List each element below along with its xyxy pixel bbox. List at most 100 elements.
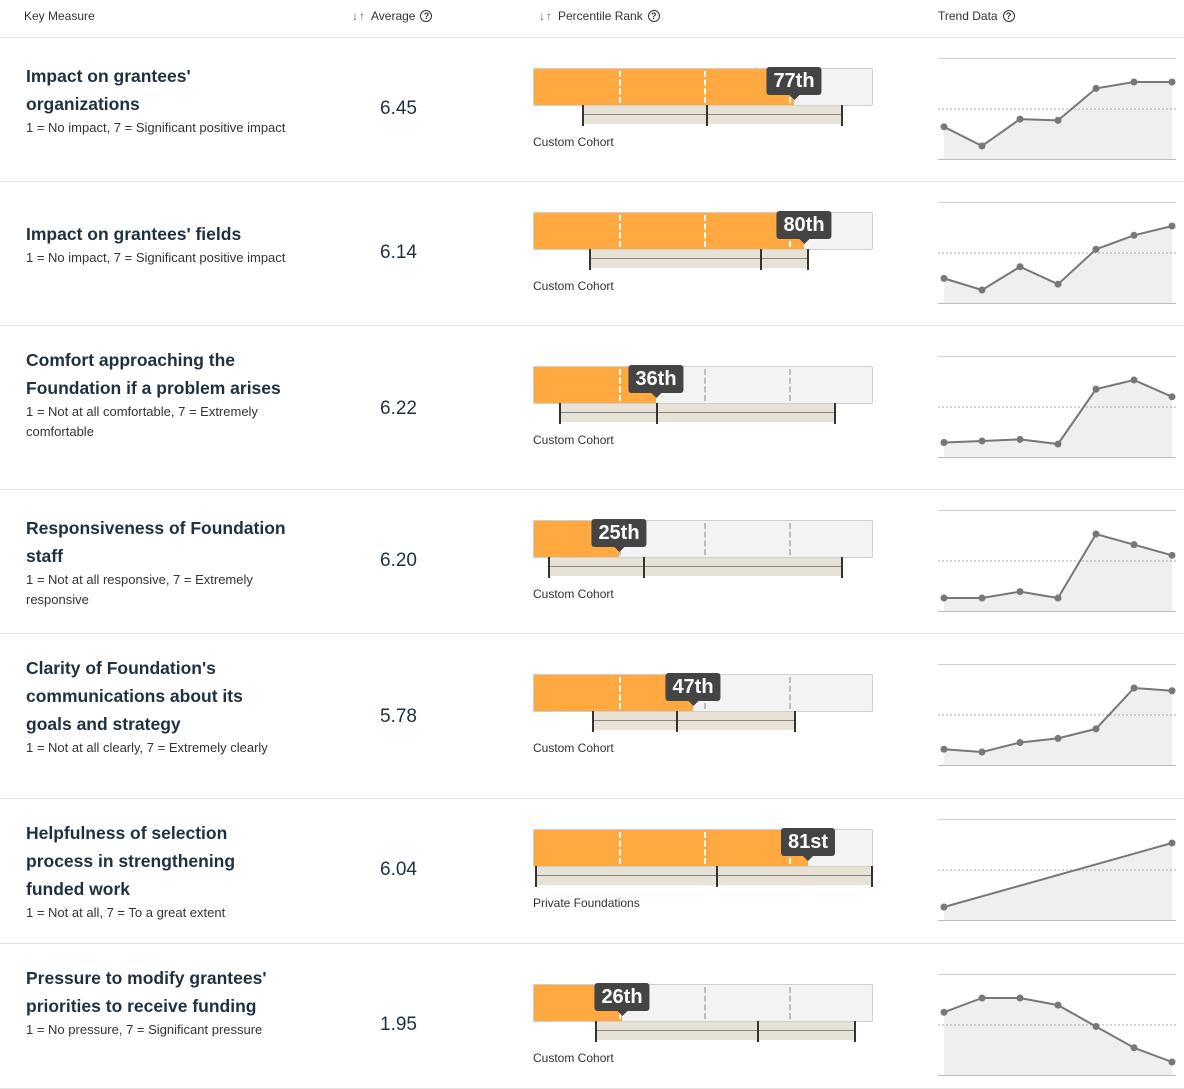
trend-chart[interactable] xyxy=(938,356,1176,458)
cohort-max-tick xyxy=(834,403,837,424)
key-measure-cell: Pressure to modify grantees' priorities … xyxy=(26,964,286,1040)
percentile-bar[interactable]: 47th xyxy=(533,673,873,712)
trend-area xyxy=(944,226,1172,303)
table-row: Impact on grantees' organizations 1 = No… xyxy=(0,38,1184,182)
trend-chart[interactable] xyxy=(938,510,1176,612)
percentile-bar[interactable]: 77th xyxy=(533,67,873,106)
header-key-measure[interactable]: Key Measure xyxy=(24,9,95,23)
percentile-rank-badge: 36th xyxy=(628,365,684,398)
sort-arrows-icon[interactable]: ↓↑ xyxy=(539,9,553,23)
trend-point xyxy=(1168,222,1176,230)
cohort-range xyxy=(595,1021,857,1042)
measure-title: Clarity of Foundation's communications a… xyxy=(26,658,243,734)
percentile-bar[interactable]: 36th xyxy=(533,365,873,404)
trend-point xyxy=(1054,594,1062,602)
help-icon[interactable]: ? xyxy=(647,10,660,22)
trend-point xyxy=(1168,78,1176,86)
percentile-rank-badge: 77th xyxy=(766,67,822,100)
trend-point xyxy=(978,748,986,756)
header-trend-data-label: Trend Data xyxy=(938,9,998,23)
trend-point xyxy=(1016,588,1024,596)
trend-area xyxy=(944,998,1172,1075)
cohort-max-tick xyxy=(840,557,843,578)
average-value: 6.14 xyxy=(380,242,417,263)
key-measure-cell: Impact on grantees' fields 1 = No impact… xyxy=(26,220,286,268)
cohort-label: Custom Cohort xyxy=(533,279,614,293)
table-row: Responsiveness of Foundation staff 1 = N… xyxy=(0,490,1184,634)
trend-point xyxy=(940,903,948,911)
measure-scale: 1 = No impact, 7 = Significant positive … xyxy=(26,120,286,135)
trend-area xyxy=(944,534,1172,611)
percentile-bar[interactable]: 25th xyxy=(533,519,873,558)
cohort-min-tick xyxy=(582,105,585,126)
trend-point xyxy=(1054,116,1062,124)
table-row: Comfort approaching the Foundation if a … xyxy=(0,326,1184,490)
quartile-divider xyxy=(619,832,621,864)
trend-point xyxy=(1092,1022,1100,1030)
help-icon[interactable]: ? xyxy=(1002,10,1015,22)
trend-area xyxy=(944,843,1172,920)
cohort-min-tick xyxy=(592,711,595,732)
trend-point xyxy=(978,437,986,445)
trend-point xyxy=(1016,435,1024,443)
key-measure-cell: Responsiveness of Foundation staff 1 = N… xyxy=(26,514,286,610)
key-measure-cell: Impact on grantees' organizations 1 = No… xyxy=(26,62,286,138)
cohort-label: Custom Cohort xyxy=(533,433,614,447)
quartile-divider xyxy=(704,369,706,401)
trend-point xyxy=(1130,1044,1138,1052)
measure-title: Comfort approaching the Foundation if a … xyxy=(26,350,281,398)
table-row: Pressure to modify grantees' priorities … xyxy=(0,944,1184,1089)
cohort-range-line xyxy=(589,258,809,259)
cohort-min-tick xyxy=(588,249,591,270)
trend-point xyxy=(978,142,986,150)
cohort-range xyxy=(535,866,873,887)
trend-chart[interactable] xyxy=(938,58,1176,160)
trend-chart[interactable] xyxy=(938,202,1176,304)
percentile-bar[interactable]: 26th xyxy=(533,983,873,1022)
percentile-bar[interactable]: 80th xyxy=(533,211,873,250)
quartile-divider xyxy=(619,369,621,401)
measure-title: Impact on grantees' organizations xyxy=(26,66,191,114)
cohort-median-tick xyxy=(676,711,679,732)
cohort-range xyxy=(588,249,810,270)
quartile-divider xyxy=(704,215,706,247)
quartile-divider xyxy=(789,987,791,1019)
trend-point xyxy=(978,286,986,294)
average-value: 1.95 xyxy=(380,1014,417,1035)
trend-point xyxy=(978,594,986,602)
percentile-fill xyxy=(534,830,808,866)
cohort-label: Private Foundations xyxy=(533,896,640,910)
trend-point xyxy=(1130,684,1138,692)
trend-area xyxy=(944,688,1172,765)
sort-arrows-icon[interactable]: ↓↑ xyxy=(352,9,366,23)
trend-point xyxy=(1130,231,1138,239)
trend-point xyxy=(1130,78,1138,86)
header-average[interactable]: ↓↑ Average ? xyxy=(352,9,433,23)
trend-point xyxy=(1168,687,1176,695)
quartile-divider xyxy=(704,987,706,1019)
cohort-range-line xyxy=(596,1030,856,1031)
table-row: Impact on grantees' fields 1 = No impact… xyxy=(0,182,1184,326)
percentile-rank-badge: 81st xyxy=(780,828,836,861)
percentile-fill xyxy=(534,213,804,249)
help-icon[interactable]: ? xyxy=(420,10,433,22)
trend-point xyxy=(1054,440,1062,448)
trend-point xyxy=(1016,738,1024,746)
cohort-median-tick xyxy=(760,249,763,270)
trend-chart[interactable] xyxy=(938,819,1176,921)
header-percentile-rank[interactable]: ↓↑ Percentile Rank ? xyxy=(539,9,660,23)
measure-title: Helpfulness of selection process in stre… xyxy=(26,823,236,899)
trend-chart[interactable] xyxy=(938,974,1176,1076)
cohort-range xyxy=(558,403,837,424)
cohort-min-tick xyxy=(548,557,551,578)
cohort-label: Custom Cohort xyxy=(533,135,614,149)
header-percentile-rank-label: Percentile Rank xyxy=(558,9,643,23)
trend-point xyxy=(1016,263,1024,271)
percentile-fill xyxy=(534,69,794,105)
cohort-label: Custom Cohort xyxy=(533,587,614,601)
header-trend-data: Trend Data ? xyxy=(938,9,1015,23)
trend-chart[interactable] xyxy=(938,664,1176,766)
percentile-bar[interactable]: 81st xyxy=(533,828,873,867)
cohort-range-line xyxy=(593,720,795,721)
header-key-measure-label: Key Measure xyxy=(24,9,95,23)
